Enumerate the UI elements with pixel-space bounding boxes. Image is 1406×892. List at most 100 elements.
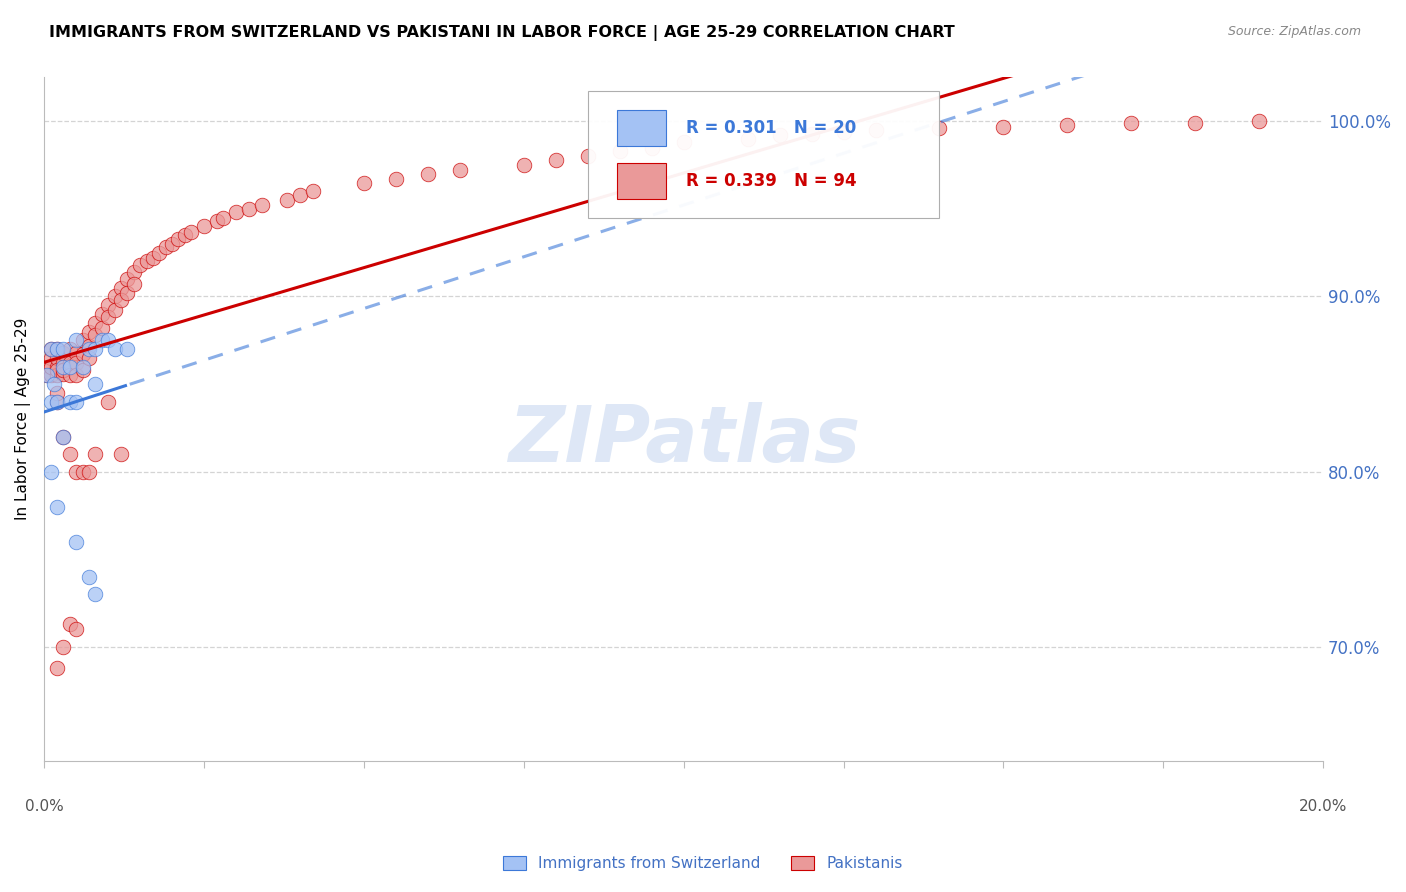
Point (84, 377, 107, 392)
Point (59, 342, 82, 356)
Point (46, 394, 69, 409)
Point (65, 333, 87, 347)
Point (77, 351, 100, 365)
Point (46, 385, 69, 400)
Point (59, 359, 82, 374)
Text: Source: ZipAtlas.com: Source: ZipAtlas.com (1227, 25, 1361, 38)
Point (77, 338, 100, 352)
Point (72, 465, 94, 479)
Point (993, 120, 1015, 134)
Point (65, 368, 87, 383)
Point (46, 363, 69, 377)
Point (110, 281, 132, 295)
Point (250, 198, 273, 212)
Point (193, 219, 215, 234)
Text: ZIPatlas: ZIPatlas (508, 401, 860, 477)
Point (39, 465, 62, 479)
Point (800, 127, 823, 141)
Point (122, 265, 145, 279)
Point (84, 316, 107, 330)
Point (72, 347, 94, 361)
Point (205, 214, 228, 228)
Point (122, 277, 145, 292)
Point (42, 377, 65, 392)
Point (103, 289, 125, 303)
Point (1121, 116, 1143, 130)
Point (65, 623, 87, 637)
Point (46, 661, 69, 675)
Point (37, 368, 59, 383)
Point (65, 534, 87, 549)
Point (544, 153, 567, 167)
Point (832, 125, 855, 139)
Point (46, 368, 69, 383)
Point (46, 359, 69, 374)
Point (59, 447, 82, 461)
Point (212, 211, 235, 225)
Point (416, 167, 439, 181)
Point (276, 193, 298, 207)
Point (52, 640, 75, 654)
Point (97, 394, 120, 409)
Point (103, 342, 125, 356)
Point (39, 368, 62, 383)
Point (103, 303, 125, 318)
Point (59, 394, 82, 409)
Point (129, 258, 152, 272)
Point (84, 342, 107, 356)
Point (148, 245, 170, 260)
Point (84, 587, 107, 601)
Point (52, 430, 75, 444)
Point (117, 285, 139, 300)
Point (110, 447, 132, 461)
Point (238, 202, 260, 216)
Point (928, 121, 950, 136)
Point (52, 363, 75, 377)
Point (167, 232, 190, 246)
Text: IMMIGRANTS FROM SWITZERLAND VS PAKISTANI IN LABOR FORCE | AGE 25-29 CORRELATION : IMMIGRANTS FROM SWITZERLAND VS PAKISTANI… (49, 25, 955, 41)
Text: R = 0.339   N = 94: R = 0.339 N = 94 (686, 171, 856, 190)
Point (609, 144, 631, 158)
Point (72, 363, 94, 377)
Point (641, 140, 664, 154)
Point (173, 228, 195, 243)
Point (1056, 118, 1078, 132)
Point (52, 430, 75, 444)
Point (672, 135, 695, 149)
FancyBboxPatch shape (617, 162, 666, 199)
Point (39, 359, 62, 374)
Point (225, 205, 247, 219)
Point (513, 158, 536, 172)
Point (737, 132, 759, 146)
Point (46, 342, 69, 356)
Point (385, 172, 408, 186)
Point (65, 465, 87, 479)
Point (65, 345, 87, 359)
Point (52, 342, 75, 356)
Point (59, 617, 82, 632)
Point (353, 176, 375, 190)
Point (46, 394, 69, 409)
Point (46, 351, 69, 365)
Point (84, 447, 107, 461)
Point (97, 333, 120, 347)
Point (72, 359, 94, 374)
Point (90, 321, 112, 335)
Y-axis label: In Labor Force | Age 25-29: In Labor Force | Age 25-29 (15, 318, 31, 520)
Text: 20.0%: 20.0% (1299, 799, 1347, 814)
Point (52, 356, 75, 370)
Point (52, 367, 75, 381)
Point (65, 356, 87, 370)
Point (449, 163, 471, 178)
Point (39, 342, 62, 356)
Point (117, 342, 139, 356)
Point (135, 254, 157, 268)
Point (39, 351, 62, 365)
Point (155, 240, 177, 254)
Point (1249, 114, 1271, 128)
Text: 0.0%: 0.0% (25, 799, 63, 814)
Point (90, 333, 112, 347)
Point (301, 185, 323, 199)
FancyBboxPatch shape (617, 110, 666, 146)
Point (1184, 116, 1206, 130)
